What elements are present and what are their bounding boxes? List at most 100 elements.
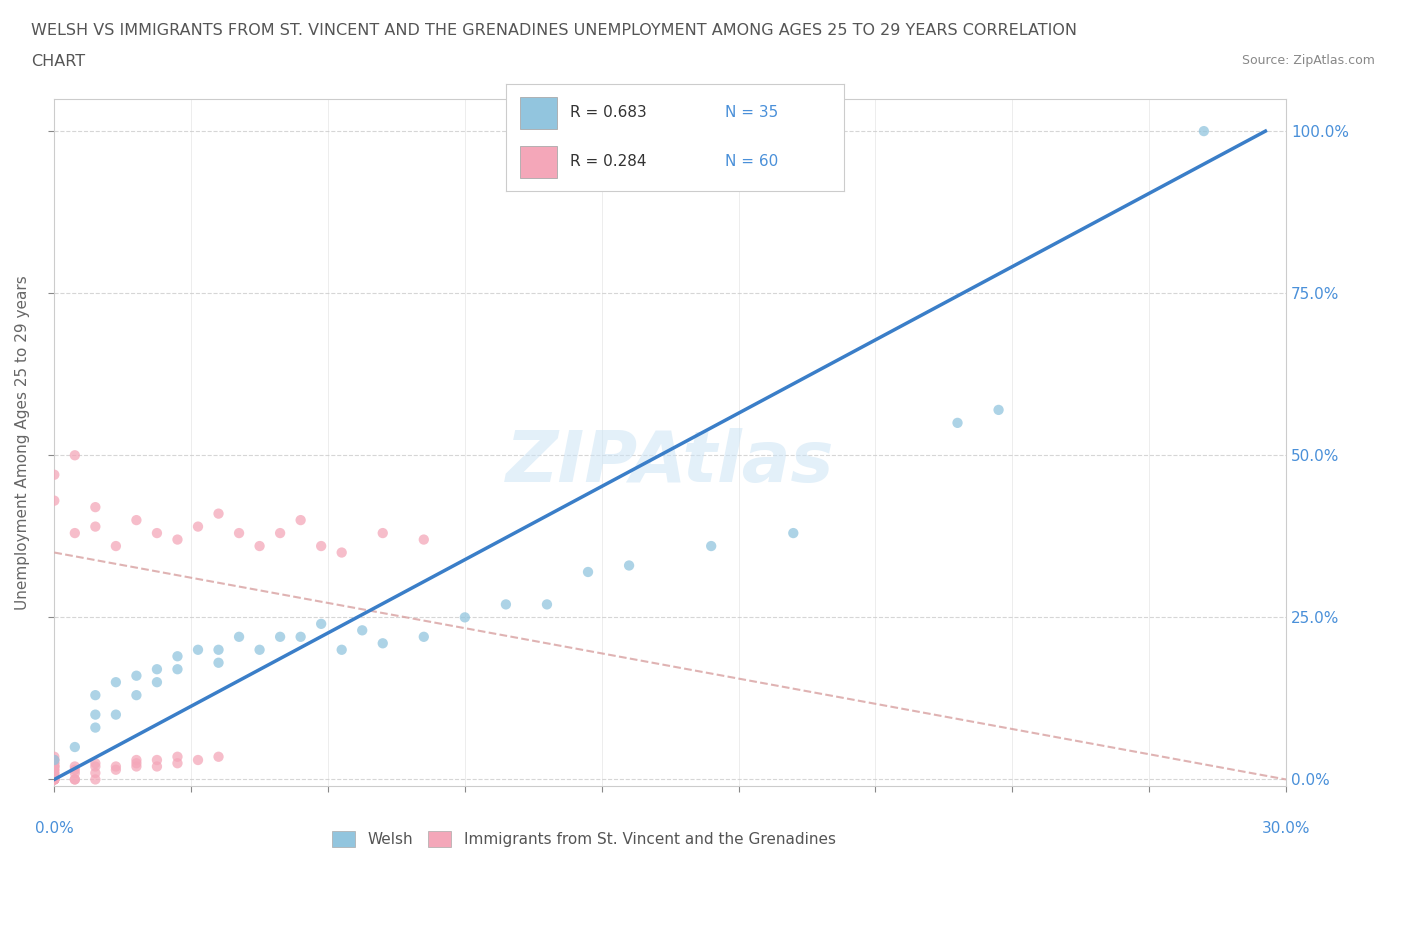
Point xyxy=(104,759,127,774)
Point xyxy=(617,558,640,573)
Point xyxy=(44,769,66,784)
Point xyxy=(125,756,148,771)
FancyBboxPatch shape xyxy=(520,146,557,178)
Point xyxy=(330,545,353,560)
Text: R = 0.284: R = 0.284 xyxy=(571,154,647,169)
Text: Source: ZipAtlas.com: Source: ZipAtlas.com xyxy=(1241,54,1375,67)
Text: N = 35: N = 35 xyxy=(725,105,779,120)
Text: N = 60: N = 60 xyxy=(725,154,779,169)
Point xyxy=(63,448,86,463)
Point xyxy=(125,759,148,774)
Point xyxy=(44,763,66,777)
Point xyxy=(1192,124,1215,139)
Point xyxy=(330,643,353,658)
Point xyxy=(44,772,66,787)
Point xyxy=(84,756,107,771)
Point xyxy=(44,467,66,482)
Point xyxy=(146,525,169,540)
Point xyxy=(146,759,169,774)
Point xyxy=(495,597,517,612)
Point xyxy=(987,403,1010,418)
Point xyxy=(187,519,209,534)
Point xyxy=(352,623,374,638)
Point xyxy=(84,720,107,735)
Point xyxy=(44,772,66,787)
Point xyxy=(207,643,229,658)
Point xyxy=(44,752,66,767)
Point xyxy=(44,752,66,767)
Point xyxy=(269,630,291,644)
Point xyxy=(166,750,188,764)
Point xyxy=(309,538,332,553)
Point xyxy=(104,763,127,777)
Point xyxy=(146,662,169,677)
Point xyxy=(412,532,434,547)
Point xyxy=(290,630,312,644)
Point xyxy=(104,538,127,553)
Point xyxy=(84,765,107,780)
Text: WELSH VS IMMIGRANTS FROM ST. VINCENT AND THE GRENADINES UNEMPLOYMENT AMONG AGES : WELSH VS IMMIGRANTS FROM ST. VINCENT AND… xyxy=(31,23,1077,38)
Point xyxy=(44,772,66,787)
Point xyxy=(44,772,66,787)
Point xyxy=(207,656,229,671)
Point xyxy=(63,739,86,754)
Point xyxy=(700,538,723,553)
Text: R = 0.683: R = 0.683 xyxy=(571,105,647,120)
Point xyxy=(84,499,107,514)
Point xyxy=(44,750,66,764)
Point xyxy=(207,506,229,521)
Point xyxy=(249,643,271,658)
Point xyxy=(84,519,107,534)
Point xyxy=(371,636,394,651)
Point xyxy=(44,769,66,784)
Point xyxy=(166,649,188,664)
Point xyxy=(125,669,148,684)
Point xyxy=(44,759,66,774)
Point xyxy=(44,763,66,777)
Point xyxy=(63,763,86,777)
Point xyxy=(782,525,804,540)
Point xyxy=(104,675,127,690)
Point xyxy=(412,630,434,644)
Point xyxy=(63,759,86,774)
Legend: Welsh, Immigrants from St. Vincent and the Grenadines: Welsh, Immigrants from St. Vincent and t… xyxy=(332,831,835,847)
Point xyxy=(249,538,271,553)
Point xyxy=(44,765,66,780)
Point xyxy=(44,493,66,508)
Point xyxy=(84,707,107,722)
Point xyxy=(63,525,86,540)
Point xyxy=(44,772,66,787)
Text: 30.0%: 30.0% xyxy=(1261,821,1310,836)
Point xyxy=(207,750,229,764)
Point xyxy=(63,772,86,787)
Point xyxy=(187,643,209,658)
Point xyxy=(84,687,107,702)
Point xyxy=(125,512,148,527)
Point xyxy=(269,525,291,540)
Point xyxy=(84,759,107,774)
Point xyxy=(44,752,66,767)
Point xyxy=(63,772,86,787)
Point xyxy=(44,765,66,780)
Point xyxy=(104,707,127,722)
Point xyxy=(228,630,250,644)
Point xyxy=(44,756,66,771)
Point xyxy=(371,525,394,540)
Text: ZIPAtlas: ZIPAtlas xyxy=(506,429,834,498)
Point xyxy=(44,772,66,787)
FancyBboxPatch shape xyxy=(520,97,557,128)
Point xyxy=(290,512,312,527)
Point xyxy=(125,752,148,767)
Point xyxy=(228,525,250,540)
Point xyxy=(166,662,188,677)
Point xyxy=(309,617,332,631)
Point xyxy=(44,759,66,774)
Point xyxy=(166,532,188,547)
Point xyxy=(63,765,86,780)
Text: CHART: CHART xyxy=(31,54,84,69)
Point xyxy=(125,687,148,702)
Point xyxy=(946,416,969,431)
Point xyxy=(454,610,477,625)
Y-axis label: Unemployment Among Ages 25 to 29 years: Unemployment Among Ages 25 to 29 years xyxy=(15,275,30,610)
Point xyxy=(576,565,599,579)
